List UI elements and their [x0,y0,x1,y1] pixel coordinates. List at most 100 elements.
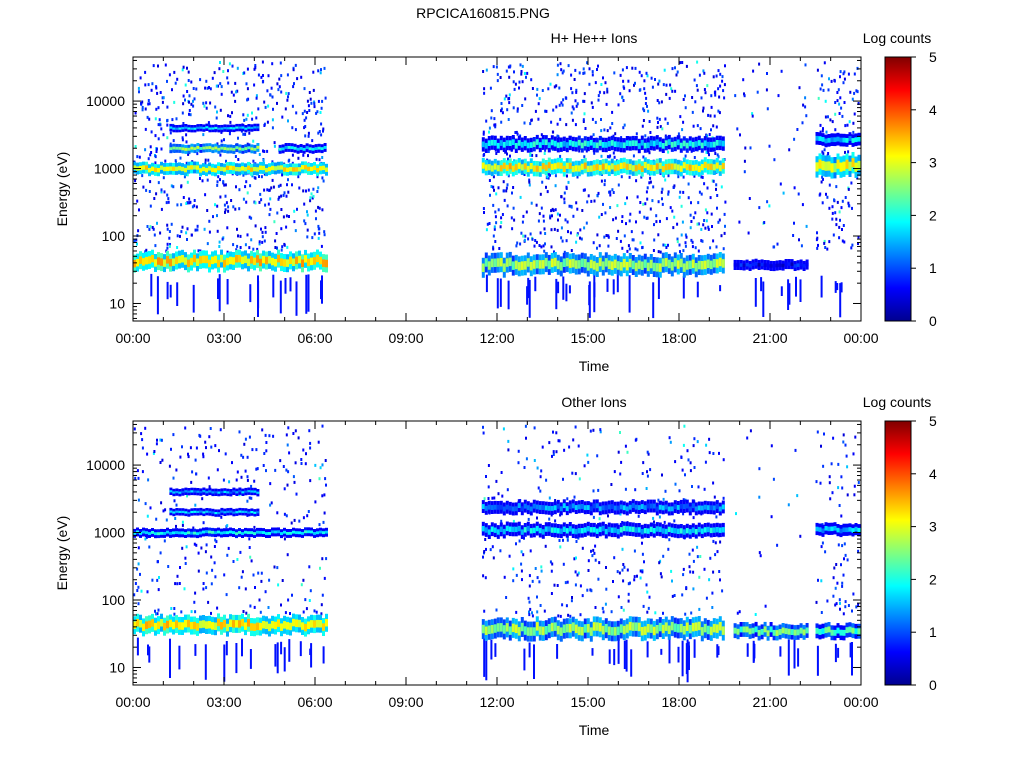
count-pixel [852,592,855,596]
band-core [715,527,719,533]
count-pixel [712,452,715,455]
count-pixel [596,233,599,237]
band-core [622,142,626,149]
count-pixel [836,99,839,103]
band-core [748,264,752,268]
count-pixel [286,245,289,249]
count-pixel [165,201,168,205]
band-core [205,491,209,494]
band-core [274,166,277,171]
count-pixel [580,237,583,241]
count-pixel [250,216,253,220]
count-pixel [540,569,543,573]
count-pixel [536,87,539,91]
count-pixel [515,244,518,248]
count-pixel [269,197,272,201]
count-pixel [612,151,615,155]
count-pixel [137,498,140,502]
count-pixel [162,133,165,137]
count-pixel [523,466,526,469]
count-pixel [576,573,579,577]
count-pixel [827,115,829,119]
count-pixel [181,136,184,140]
band-core [322,531,325,535]
count-pixel [321,176,324,180]
count-pixel [616,570,619,574]
band-core [484,505,488,511]
count-pixel [302,578,305,582]
count-pixel [249,555,252,559]
count-pixel [539,489,542,493]
count-pixel [260,579,263,583]
count-pixel [487,464,490,467]
count-pixel [687,196,690,200]
count-pixel [493,123,496,127]
count-pixel [568,204,571,208]
band-core [310,620,313,628]
count-pixel [255,94,258,98]
count-pixel [246,478,249,482]
band-core [815,162,819,172]
count-pixel [172,476,175,480]
count-pixel [766,72,768,75]
band-core [631,140,635,146]
count-pixel [485,119,488,123]
band-core [499,140,503,146]
count-pixel [147,157,150,161]
count-pixel [780,69,783,73]
band-core [845,138,849,143]
band-core [166,620,169,629]
count-pixel [805,114,808,118]
count-pixel [234,207,237,211]
count-pixel [699,127,702,131]
band-core [325,167,328,172]
count-pixel [850,181,853,185]
count-pixel [516,109,519,113]
band-core [499,165,503,172]
count-pixel [490,185,493,188]
count-pixel [246,67,249,71]
count-pixel [155,107,158,111]
band-core [169,126,173,129]
count-pixel [593,151,596,155]
count-pixel [560,226,563,230]
count-pixel [573,557,576,561]
count-pixel [649,207,652,211]
count-pixel [562,562,565,566]
count-pixel [263,188,266,192]
count-pixel [236,66,239,70]
band-core [142,623,145,632]
count-pixel [521,578,523,582]
band-core [736,263,740,267]
count-pixel [531,153,534,157]
count-pixel [306,235,309,239]
count-pixel [153,233,156,237]
band-core [223,167,226,172]
band-core [235,511,239,514]
count-pixel [249,184,252,188]
band-core [739,626,743,633]
count-pixel [243,442,246,446]
band-core [193,165,196,170]
count-pixel [541,180,544,184]
count-pixel [268,213,271,217]
band-core [181,127,185,130]
band-core [679,623,683,633]
count-pixel [146,590,149,594]
count-pixel [145,188,148,192]
band-core [565,142,569,148]
count-pixel [857,242,859,245]
x-tick-label: 00:00 [843,330,878,346]
band-core [238,254,241,263]
count-pixel [676,222,679,226]
colorbar [884,56,912,322]
count-pixel [145,248,148,252]
count-pixel [679,250,681,254]
count-pixel [648,595,651,599]
band-core [223,531,226,535]
band-core [775,630,779,636]
count-pixel [317,227,320,231]
count-pixel [261,235,264,239]
count-pixel [324,459,327,462]
band-core [574,505,578,510]
